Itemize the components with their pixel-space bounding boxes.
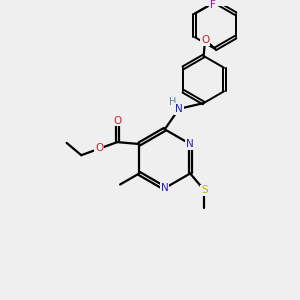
- Text: S: S: [201, 185, 208, 195]
- Text: H: H: [169, 98, 176, 107]
- Text: N: N: [175, 104, 183, 114]
- Text: O: O: [95, 143, 103, 153]
- Text: N: N: [186, 139, 194, 149]
- Text: O: O: [201, 35, 209, 45]
- Text: N: N: [161, 183, 169, 193]
- Text: F: F: [210, 0, 216, 10]
- Text: O: O: [113, 116, 122, 126]
